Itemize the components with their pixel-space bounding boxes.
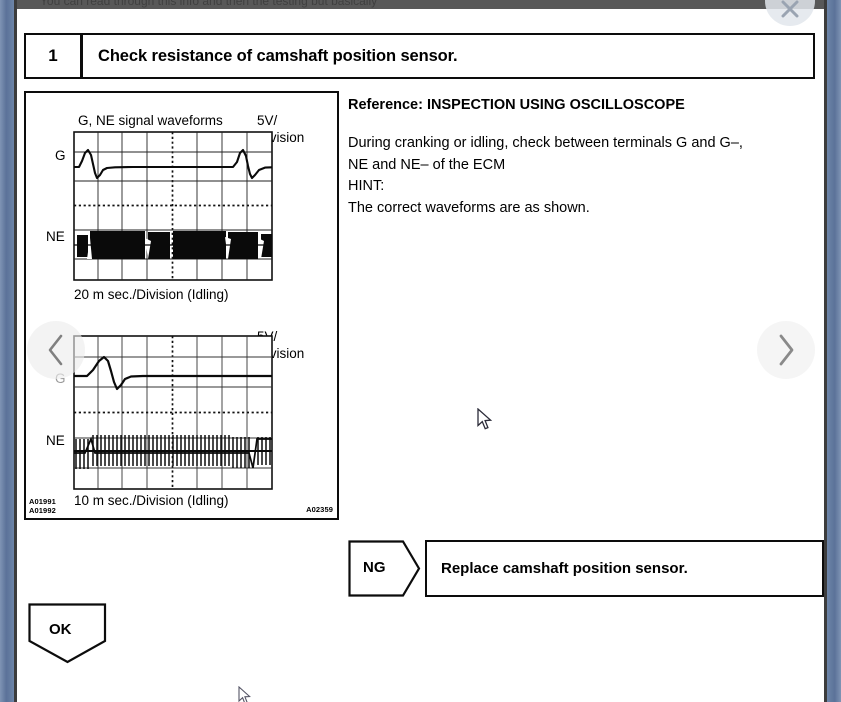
viewer-right-gutter (824, 0, 827, 702)
ng-tag: NG (348, 540, 421, 597)
figure-id-right: A02359 (306, 505, 333, 514)
ng-tag-shape (348, 540, 421, 597)
top-figure-caption: G, NE signal waveforms (78, 113, 223, 128)
document-page: 1 Check resistance of camshaft position … (17, 9, 824, 702)
previous-page-button[interactable] (27, 321, 85, 379)
previous-page-bleed-text: You can read through this info and then … (40, 0, 378, 8)
step-title: Check resistance of camshaft position se… (98, 46, 458, 65)
top-channel-label-ne: NE (46, 229, 65, 244)
top-time-base-label: 20 m sec./Division (Idling) (74, 287, 229, 302)
reference-heading: Reference: INSPECTION USING OSCILLOSCOPE (348, 97, 685, 113)
ok-label: OK (49, 621, 72, 638)
ng-flow-row: NG Replace camshaft position sensor. (348, 540, 824, 597)
ng-result-box: Replace camshaft position sensor. (425, 540, 824, 597)
top-channel-label-g: G (55, 148, 66, 163)
previous-page-bleed: You can read through this info and then … (14, 0, 827, 9)
chevron-left-icon (48, 334, 63, 366)
reference-line-1: During cranking or idling, check between… (348, 135, 743, 151)
ok-tag: OK (28, 603, 107, 664)
waveform-figure-panel: G, NE signal waveforms 5V/ Division G NE (24, 91, 339, 520)
figure-id-left-line1: A01991 (29, 497, 56, 506)
reference-line-2: NE and NE– of the ECM (348, 156, 506, 173)
ng-label: NG (363, 559, 386, 576)
top-vertical-scale-line1: 5V/ (257, 113, 278, 128)
chevron-right-icon (779, 334, 794, 366)
close-icon (781, 0, 799, 18)
ok-tag-shape (28, 603, 107, 664)
step-header-box: 1 Check resistance of camshaft position … (24, 33, 815, 79)
bottom-time-base-label: 10 m sec./Division (Idling) (74, 493, 229, 508)
bottom-oscilloscope-trace (73, 335, 273, 490)
top-ne-burst (74, 231, 272, 259)
bottom-channel-label-ne: NE (46, 433, 65, 448)
reference-line-4: The correct waveforms are as shown. (348, 199, 590, 216)
reference-line-3: HINT: (348, 178, 385, 194)
viewer-left-edge (0, 0, 14, 702)
step-number: 1 (26, 35, 83, 77)
next-page-button[interactable] (757, 321, 815, 379)
reference-text-column: Reference: INSPECTION USING OSCILLOSCOPE… (348, 97, 824, 219)
figure-id-left-line2: A01992 (29, 506, 56, 515)
figure-id-left: A01991 A01992 (29, 497, 56, 515)
viewer-left-gutter (14, 0, 17, 702)
top-oscilloscope-trace (73, 131, 273, 281)
viewer-right-edge (827, 0, 841, 702)
